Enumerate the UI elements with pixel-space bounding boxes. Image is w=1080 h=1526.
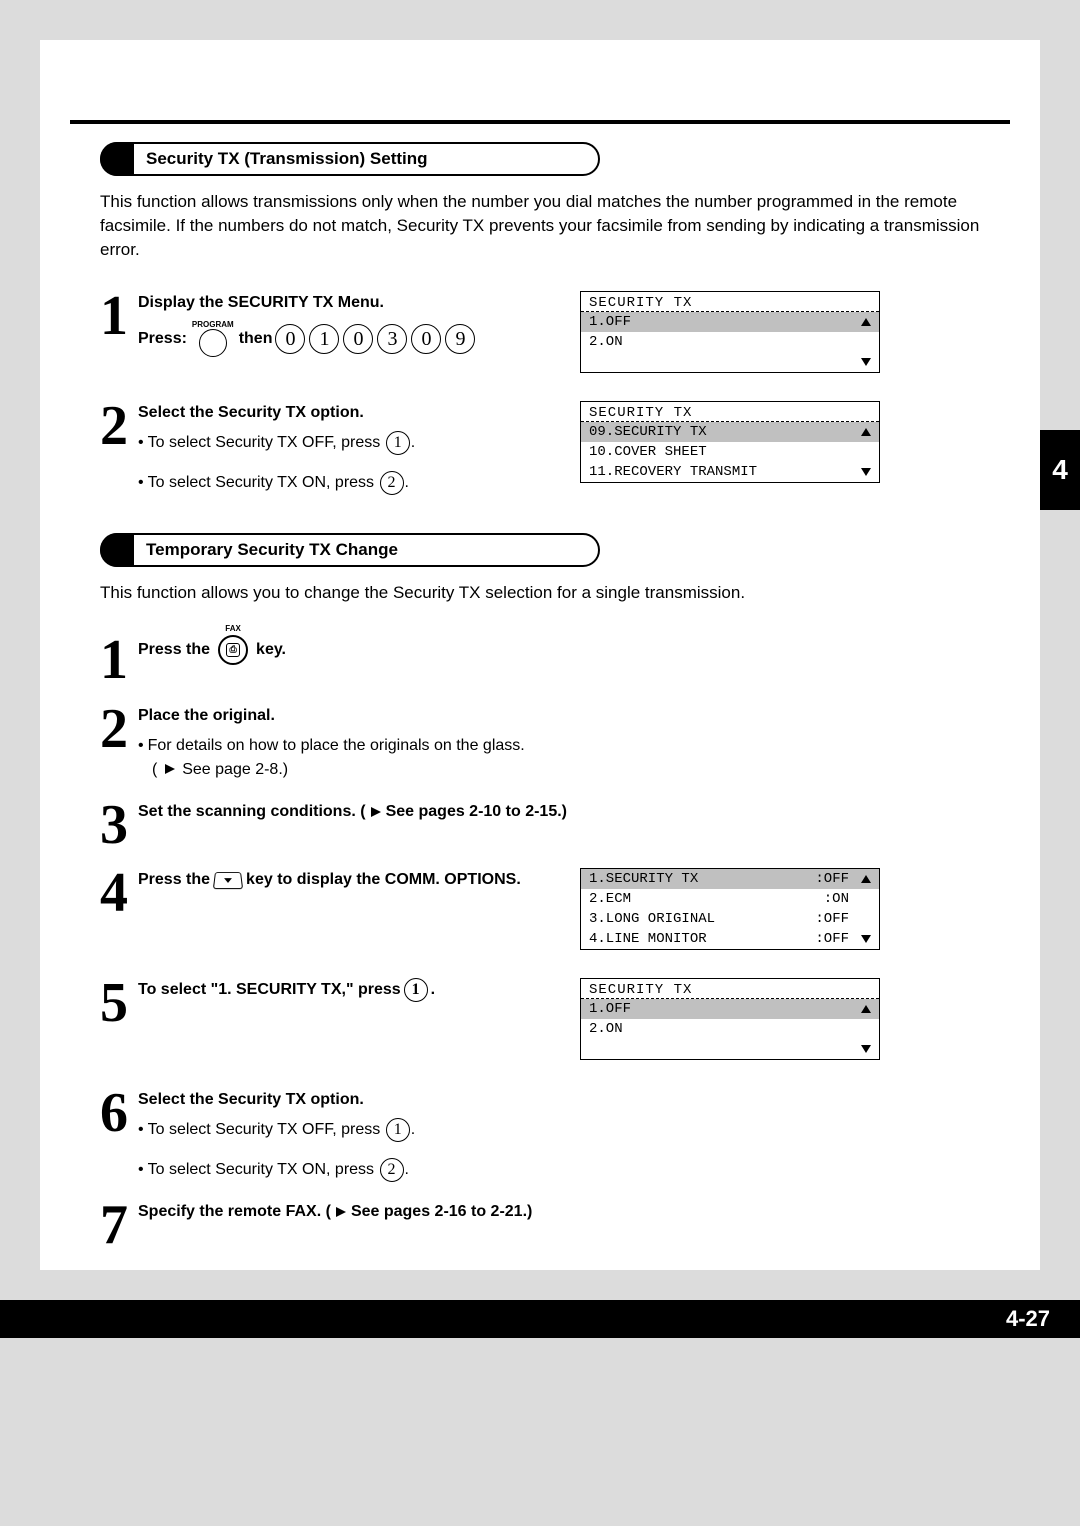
- s2-step6: 6 Select the Security TX option. To sele…: [100, 1088, 980, 1182]
- s2-step6-title: Select the Security TX option.: [138, 1088, 580, 1112]
- lcd-row: 2.ECM:ON: [581, 889, 879, 909]
- digit-key: 1: [386, 1118, 410, 1142]
- step-number: 4: [100, 868, 138, 918]
- lcd-display-1: SECURITY TX 1.OFF 2.ON: [580, 291, 880, 373]
- fax-key-icon: ⎙: [218, 635, 248, 665]
- s2-step2: 2 Place the original. For details on how…: [100, 704, 980, 782]
- section-heading-pill: Temporary Security TX Change: [100, 533, 600, 567]
- page: Security TX (Transmission) Setting This …: [40, 40, 1040, 1270]
- section-heading-pill: Security TX (Transmission) Setting: [100, 142, 600, 176]
- press-label: Press:: [138, 327, 187, 351]
- down-key-icon: [213, 872, 243, 889]
- s1-step2-title: Select the Security TX option.: [138, 401, 580, 425]
- lcd-title: SECURITY TX: [581, 979, 879, 999]
- lcd-display-2: SECURITY TX 09.SECURITY TX 10.COVER SHEE…: [580, 401, 880, 483]
- content: Security TX (Transmission) Setting This …: [40, 142, 1040, 1250]
- lcd-row: 09.SECURITY TX: [581, 422, 879, 442]
- lcd-title: SECURITY TX: [581, 402, 879, 422]
- lcd-row: 1.OFF: [581, 312, 879, 332]
- page-number: 4-27: [1006, 1306, 1050, 1331]
- arrow-icon: [336, 1207, 346, 1217]
- s1-step1-title: Display the SECURITY TX Menu.: [138, 291, 580, 315]
- lcd-row: 1.OFF: [581, 999, 879, 1019]
- arrow-icon: [165, 764, 175, 774]
- digit-key: 2: [380, 1158, 404, 1182]
- s1-step1: 1 Display the SECURITY TX Menu. Press: P…: [100, 291, 980, 383]
- lcd-row: 2.ON: [581, 1019, 879, 1039]
- step-number: 5: [100, 978, 138, 1028]
- lcd-display-4: SECURITY TX 1.OFF 2.ON: [580, 978, 880, 1060]
- digit-key: 0: [411, 324, 441, 354]
- step-number: 1: [100, 635, 138, 685]
- lcd-display-3: 1.SECURITY TX:OFF 2.ECM:ON 3.LONG ORIGIN…: [580, 868, 880, 950]
- lcd-row: [581, 1039, 879, 1059]
- step-number: 6: [100, 1088, 138, 1138]
- fax-label: FAX: [225, 623, 241, 635]
- digit-key: 9: [445, 324, 475, 354]
- step-number: 7: [100, 1200, 138, 1250]
- lcd-row: 11.RECOVERY TRANSMIT: [581, 462, 879, 482]
- digit-key: 3: [377, 324, 407, 354]
- program-label: PROGRAM: [192, 321, 234, 329]
- program-key: [199, 329, 227, 357]
- s2-step2-title: Place the original.: [138, 704, 580, 728]
- s2-step7: 7 Specify the remote FAX. ( See pages 2-…: [100, 1200, 980, 1250]
- lcd-title: SECURITY TX: [581, 292, 879, 312]
- digit-key: 1: [386, 431, 410, 455]
- step-number: 1: [100, 291, 138, 341]
- arrow-icon: [371, 807, 381, 817]
- section1-title: Security TX (Transmission) Setting: [146, 149, 428, 169]
- digit-key: 1: [309, 324, 339, 354]
- lcd-row: [581, 352, 879, 372]
- chapter-tab: 4: [1040, 430, 1080, 510]
- lcd-row: 1.SECURITY TX:OFF: [581, 869, 879, 889]
- digit-key: 1: [404, 978, 428, 1002]
- lcd-row: 10.COVER SHEET: [581, 442, 879, 462]
- section2-title: Temporary Security TX Change: [146, 540, 398, 560]
- then-label: then: [239, 327, 273, 351]
- section2-desc: This function allows you to change the S…: [100, 581, 980, 605]
- s2-step4: 4 Press the key to display the COMM. OPT…: [100, 868, 980, 960]
- page-footer: 4-27: [0, 1300, 1080, 1338]
- lcd-row: 2.ON: [581, 332, 879, 352]
- step-number: 2: [100, 704, 138, 754]
- s2-step5: 5 To select "1. SECURITY TX," press 1 . …: [100, 978, 980, 1070]
- digit-key: 2: [380, 471, 404, 495]
- digit-key: 0: [343, 324, 373, 354]
- digit-key: 0: [275, 324, 305, 354]
- s2-step3: 3 Set the scanning conditions. ( See pag…: [100, 800, 980, 850]
- s1-step2: 2 Select the Security TX option. To sele…: [100, 401, 980, 495]
- lcd-row: 4.LINE MONITOR:OFF: [581, 929, 879, 949]
- section1-desc: This function allows transmissions only …: [100, 190, 980, 261]
- rule: [70, 120, 1010, 124]
- lcd-row: 3.LONG ORIGINAL:OFF: [581, 909, 879, 929]
- step-number: 3: [100, 800, 138, 850]
- step-number: 2: [100, 401, 138, 451]
- s2-step1: 1 Press the FAX ⎙ key.: [100, 635, 980, 685]
